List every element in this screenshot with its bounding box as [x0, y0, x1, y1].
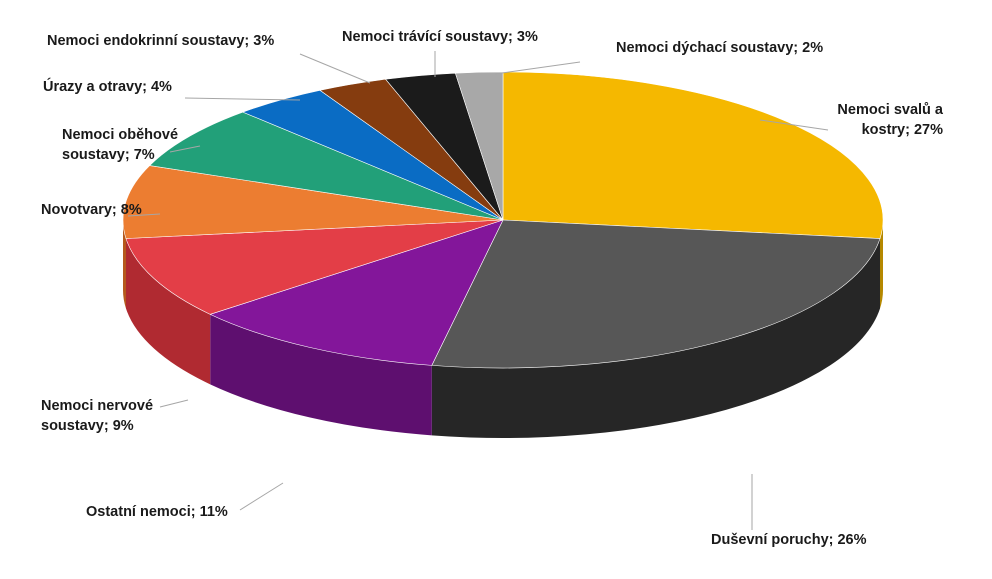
pie-slice-nemoci-nervove-soustavy: [125, 219, 504, 315]
pie-side-nemoci-svalu-a-kostry: [880, 220, 884, 309]
pie-slice-novotvary: [122, 165, 504, 239]
pie-side-novotvary: [123, 220, 126, 309]
leader-line-ostatni-nemoci: [239, 482, 284, 511]
data-label-ostatni-nemoci: Ostatní nemoci; 11%: [86, 504, 228, 520]
data-label-novotvary: Novotvary; 8%: [41, 202, 142, 218]
leader-line-urazy-a-otravy: [184, 97, 301, 101]
data-label-nemoci-obehove-soustavy: Nemoci oběhové soustavy; 7%: [62, 127, 178, 163]
leader-line-nemoci-obehove-soustavy: [169, 145, 201, 153]
pie-side-nemoci-nervove-soustavy: [125, 238, 211, 385]
leader-line-novotvary: [127, 213, 161, 217]
data-label-nemoci-svalu-a-kostry: Nemoci svalů a kostry; 27%: [837, 102, 944, 138]
data-label-nemoci-dychaci-soustavy: Nemoci dýchací soustavy; 2%: [616, 40, 823, 56]
data-label-dusevni-poruchy: Duševní poruchy; 26%: [711, 532, 867, 548]
pie-slice-dusevni-poruchy: [431, 219, 881, 369]
pie-sides: [123, 220, 884, 438]
leader-line-nemoci-nervove-soustavy: [159, 399, 189, 408]
pie-tops: [122, 71, 884, 369]
pie-side-ostatni-nemoci: [210, 314, 432, 436]
leader-line-nemoci-dychaci-soustavy: [494, 61, 581, 75]
pie-slice-nemoci-svalu-a-kostry: [502, 71, 884, 239]
leader-line-nemoci-endokrinni-soustavy: [299, 53, 371, 84]
slice-labels: Nemoci svalů a kostry; 27% Duševní poruchy…: [41, 29, 944, 548]
data-label-nemoci-nervove-soustavy: Nemoci nervové soustavy; 9%: [41, 398, 153, 434]
pie-side-dusevni-poruchy: [431, 238, 881, 438]
pie-slice-ostatni-nemoci: [209, 219, 504, 366]
data-label-urazy-a-otravy: Úrazy a otravy; 4%: [43, 77, 172, 95]
pie-slice-nemoci-obehove-soustavy: [149, 111, 504, 221]
leader-lines: [127, 51, 829, 530]
pie-slice-nemoci-dychaci-soustavy: [454, 71, 504, 221]
data-label-nemoci-travici-soustavy: Nemoci trávící soustavy; 3%: [342, 29, 538, 45]
data-label-nemoci-endokrinni-soustavy: Nemoci endokrinní soustavy; 3%: [47, 33, 274, 49]
leader-line-nemoci-svalu-a-kostry: [759, 119, 829, 131]
